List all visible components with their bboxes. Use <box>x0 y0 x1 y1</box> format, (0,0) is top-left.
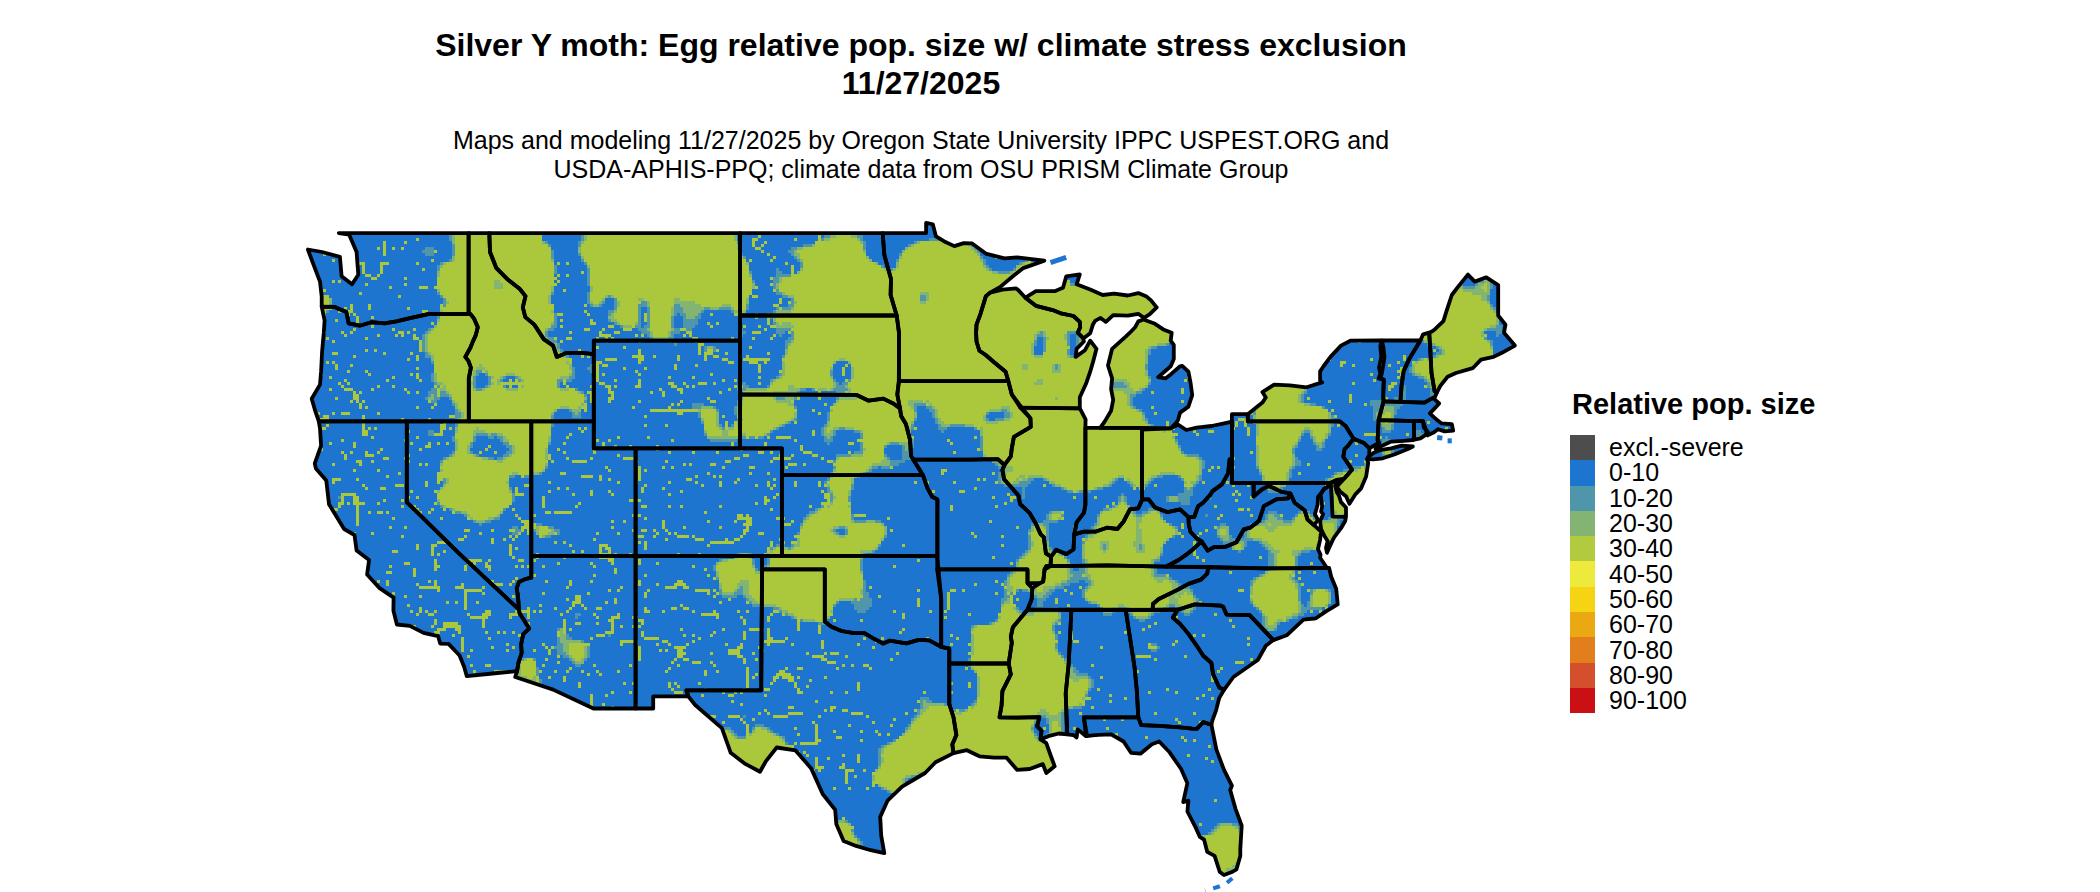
legend-swatch <box>1570 612 1595 637</box>
state-border-mt <box>489 233 740 357</box>
legend-swatch <box>1570 561 1595 586</box>
state-border-nv <box>407 421 532 609</box>
legend-item: 50-60 <box>1570 587 1815 612</box>
state-border-ms <box>1000 610 1072 740</box>
legend-swatch <box>1570 460 1595 485</box>
legend-swatch <box>1570 663 1595 688</box>
state-border-nc <box>1153 567 1338 640</box>
map-title-line2: 11/27/2025 <box>0 64 1842 102</box>
state-border-nm <box>636 556 763 709</box>
state-border-az <box>515 556 635 709</box>
state-border-wy <box>594 341 740 449</box>
state-border-mn <box>883 223 1045 381</box>
state-border-ut <box>531 421 635 556</box>
legend-swatch <box>1570 435 1595 460</box>
legend-swatch <box>1570 511 1595 536</box>
state-border-ne <box>740 395 923 476</box>
state-border-ar <box>937 569 1032 663</box>
map-title: Silver Y moth: Egg relative pop. size w/… <box>0 26 1842 102</box>
state-border-me <box>1429 275 1515 393</box>
legend-item: 30-40 <box>1570 536 1815 561</box>
state-border-mi <box>1100 320 1192 429</box>
legend-title: Relative pop. size <box>1572 388 1815 421</box>
map-caption: Maps and modeling 11/27/2025 by Oregon S… <box>0 126 1842 184</box>
legend: Relative pop. size excl.-severe0-1010-20… <box>1570 388 1815 713</box>
state-border-co <box>636 448 782 556</box>
legend-item: 60-70 <box>1570 612 1815 637</box>
legend-item: 90-100 <box>1570 688 1815 713</box>
florida-keys <box>1205 878 1232 890</box>
state-border-ks <box>782 475 938 556</box>
legend-swatch <box>1570 486 1595 511</box>
legend-item: excl.-severe <box>1570 435 1815 460</box>
state-border-ny <box>1248 341 1384 449</box>
legend-swatch <box>1570 688 1595 713</box>
state-border-up <box>1025 274 1156 338</box>
isle-royale <box>1050 257 1066 262</box>
legend-item: 10-20 <box>1570 486 1815 511</box>
state-border-tn <box>1028 565 1209 610</box>
legend-item: 80-90 <box>1570 663 1815 688</box>
legend-label: 90-100 <box>1609 686 1687 715</box>
map-caption-line2: USDA-APHIS-PPQ; climate data from OSU PR… <box>0 155 1842 184</box>
state-border-fl <box>1084 717 1242 875</box>
state-border-nj <box>1337 439 1370 504</box>
legend-item: 70-80 <box>1570 637 1815 662</box>
legend-swatch <box>1570 637 1595 662</box>
legend-item: 0-10 <box>1570 460 1815 485</box>
state-border-wa <box>308 233 469 326</box>
map-caption-line1: Maps and modeling 11/27/2025 by Oregon S… <box>0 126 1842 155</box>
state-border-ca <box>315 421 529 676</box>
state-border-tx <box>686 569 956 853</box>
state-border-pa <box>1232 414 1354 483</box>
state-border-nd <box>740 233 897 315</box>
legend-swatch <box>1570 536 1595 561</box>
legend-item: 40-50 <box>1570 561 1815 586</box>
state-border-ga <box>1126 610 1225 729</box>
us-map <box>296 217 1526 892</box>
map-title-line1: Silver Y moth: Egg relative pop. size w/… <box>0 26 1842 64</box>
state-border-sc <box>1173 604 1274 689</box>
state-border-or <box>312 307 478 422</box>
state-border-oh <box>1142 422 1232 518</box>
state-border-il <box>1002 408 1085 557</box>
state-border-mo <box>913 459 1051 583</box>
legend-item: 20-30 <box>1570 511 1815 536</box>
legend-swatch <box>1570 587 1595 612</box>
state-border-id <box>465 233 594 421</box>
